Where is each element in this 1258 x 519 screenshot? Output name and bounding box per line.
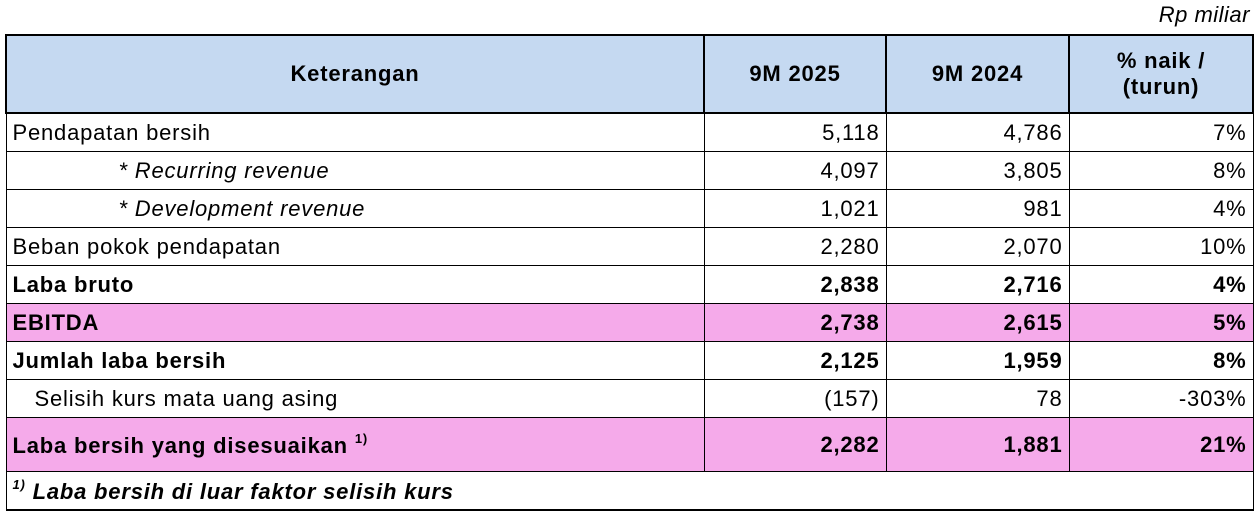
row-label: Jumlah laba bersih bbox=[5, 341, 705, 380]
value-cell: 3,805 bbox=[885, 151, 1070, 190]
value-cell: 4% bbox=[1068, 265, 1254, 304]
header-cell: % naik / (turun) bbox=[1068, 34, 1254, 114]
value-cell: -303% bbox=[1068, 379, 1254, 418]
footnote-row: 1) Laba bersih di luar faktor selisih ku… bbox=[5, 471, 1254, 511]
table-row: Pendapatan bersih 5,118 4,786 7% bbox=[5, 112, 1254, 152]
footnote: 1) Laba bersih di luar faktor selisih ku… bbox=[5, 471, 1254, 511]
value-cell: 5% bbox=[1068, 303, 1254, 342]
value-cell: 2,738 bbox=[703, 303, 887, 342]
table-row: * Recurring revenue 4,097 3,805 8% bbox=[5, 151, 1254, 190]
table-row: * Development revenue 1,021 981 4% bbox=[5, 189, 1254, 228]
unit-label: Rp miliar bbox=[1158, 2, 1250, 27]
table-row: Jumlah laba bersih 2,125 1,959 8% bbox=[5, 341, 1254, 380]
header-cell: 9M 2024 bbox=[885, 34, 1070, 114]
row-label: EBITDA bbox=[5, 303, 705, 342]
value-cell: 1,881 bbox=[885, 417, 1070, 472]
financial-table: Keterangan 9M 2025 9M 2024 % naik / (turu… bbox=[5, 34, 1254, 511]
table-row: Selisih kurs mata uang asing (157) 78 -303% bbox=[5, 379, 1254, 418]
value-cell: 981 bbox=[885, 189, 1070, 228]
table-row: Laba bruto 2,838 2,716 4% bbox=[5, 265, 1254, 304]
value-cell: 21% bbox=[1068, 417, 1254, 472]
table-row: EBITDA 2,738 2,615 5% bbox=[5, 303, 1254, 342]
value-cell: 2,070 bbox=[885, 227, 1070, 266]
table-row: Beban pokok pendapatan 2,280 2,070 10% bbox=[5, 227, 1254, 266]
row-label: * Recurring revenue bbox=[5, 151, 705, 190]
header-row: Keterangan 9M 2025 9M 2024 % naik / (turu… bbox=[5, 34, 1254, 114]
footnote-mark: 1) bbox=[12, 476, 26, 492]
value-cell: 8% bbox=[1068, 151, 1254, 190]
header-line: % naik / bbox=[1116, 48, 1206, 73]
value-cell: 2,838 bbox=[703, 265, 887, 304]
value-cell: 2,280 bbox=[703, 227, 887, 266]
row-label: Pendapatan bersih bbox=[5, 112, 705, 152]
value-cell: 2,125 bbox=[703, 341, 887, 380]
value-cell: (157) bbox=[703, 379, 887, 418]
value-cell: 10% bbox=[1068, 227, 1254, 266]
value-cell: 2,716 bbox=[885, 265, 1070, 304]
row-label: * Development revenue bbox=[5, 189, 705, 228]
footnote-ref: 1) bbox=[354, 430, 368, 446]
header-cell: Keterangan bbox=[5, 34, 705, 114]
row-label: Beban pokok pendapatan bbox=[5, 227, 705, 266]
value-cell: 78 bbox=[885, 379, 1070, 418]
value-cell: 7% bbox=[1068, 112, 1254, 152]
row-label: Laba bruto bbox=[5, 265, 705, 304]
value-cell: 1,959 bbox=[885, 341, 1070, 380]
value-cell: 8% bbox=[1068, 341, 1254, 380]
label-text: Laba bersih yang disesuaikan bbox=[12, 432, 348, 458]
table-row: Laba bersih yang disesuaikan 1) 2,282 1,88… bbox=[5, 417, 1254, 472]
value-cell: 5,118 bbox=[703, 112, 887, 152]
value-cell: 1,021 bbox=[703, 189, 887, 228]
footnote-text: Laba bersih di luar faktor selisih kurs bbox=[32, 478, 454, 504]
row-label: Laba bersih yang disesuaikan 1) bbox=[5, 417, 705, 472]
value-cell: 4,786 bbox=[885, 112, 1070, 152]
header-line: (turun) bbox=[1122, 74, 1200, 99]
value-cell: 2,615 bbox=[885, 303, 1070, 342]
row-label: Selisih kurs mata uang asing bbox=[5, 379, 705, 418]
value-cell: 4% bbox=[1068, 189, 1254, 228]
value-cell: 2,282 bbox=[703, 417, 887, 472]
value-cell: 4,097 bbox=[703, 151, 887, 190]
header-cell: 9M 2025 bbox=[703, 34, 887, 114]
